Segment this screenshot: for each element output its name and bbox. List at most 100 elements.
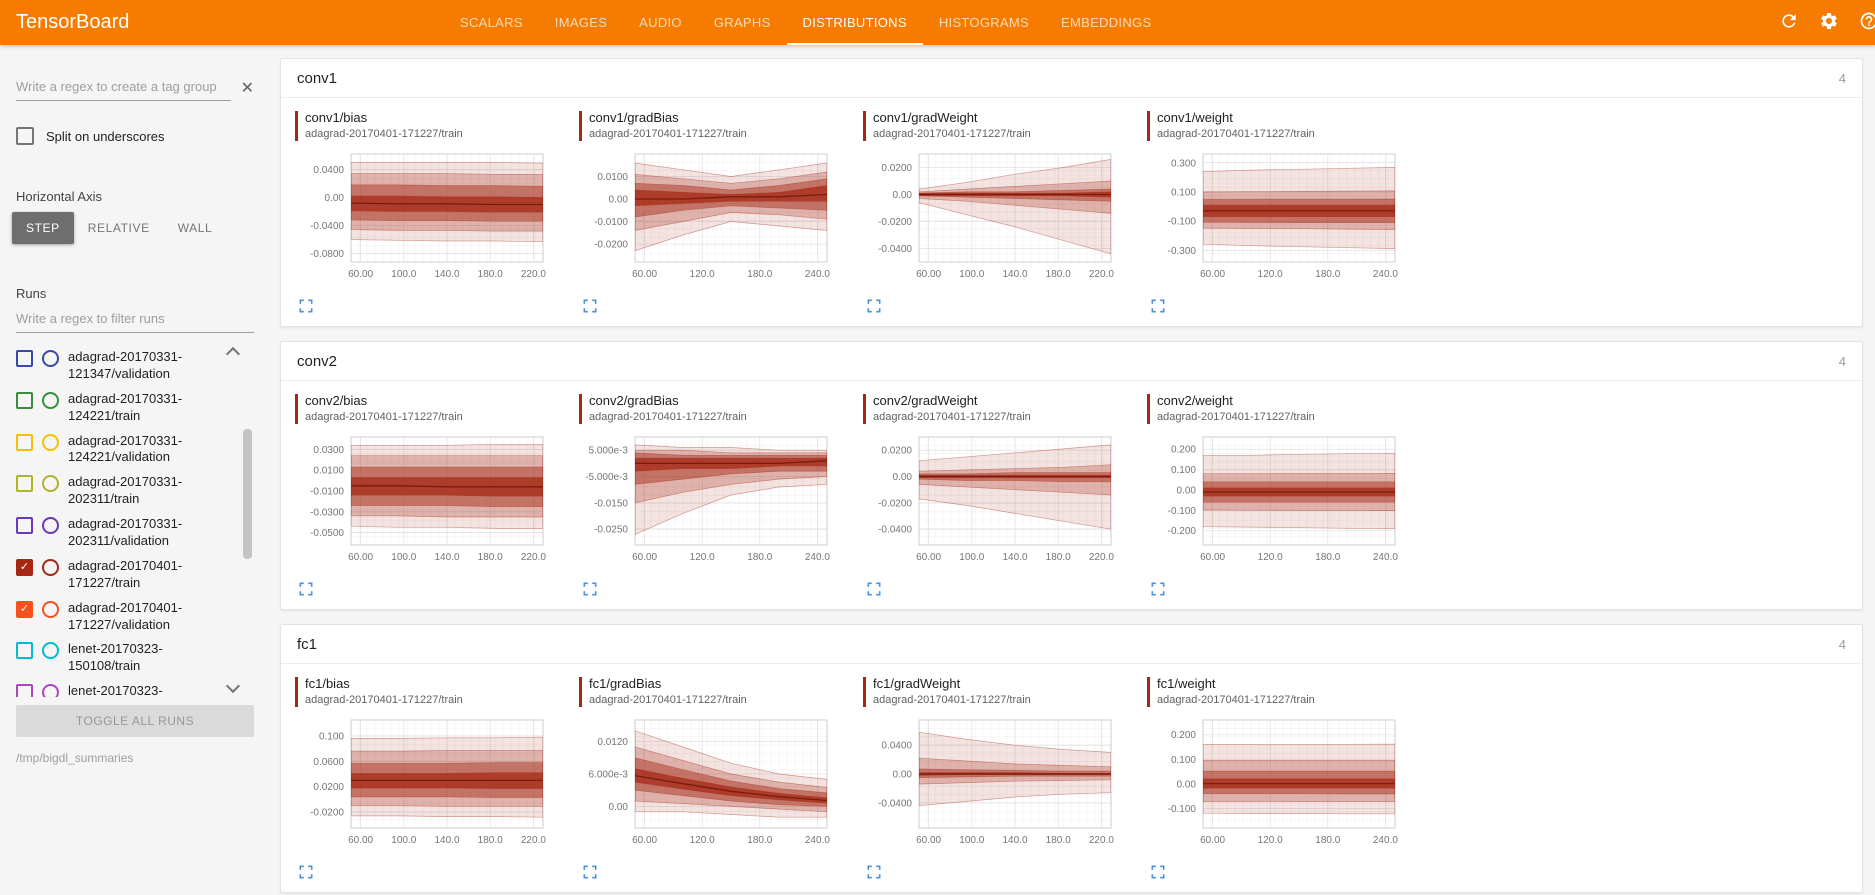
run-color-radio[interactable] <box>42 684 59 697</box>
axis-mode-relative-button[interactable]: RELATIVE <box>74 212 164 244</box>
run-checkbox[interactable] <box>16 475 33 493</box>
run-color-radio[interactable] <box>42 475 59 493</box>
run-item[interactable]: adagrad-20170331-202311/validation <box>16 512 228 554</box>
chart: conv2/bias adagrad-20170401-171227/train 6… <box>295 393 579 601</box>
run-checkbox[interactable] <box>16 642 33 660</box>
run-item[interactable]: lenet-20170323-150108/train <box>16 637 228 679</box>
checkbox-icon[interactable] <box>16 127 34 145</box>
chart-header: conv2/gradBias adagrad-20170401-171227/tr… <box>579 393 863 426</box>
run-color-radio[interactable] <box>42 642 59 660</box>
run-checkbox[interactable] <box>16 684 33 697</box>
refresh-icon <box>1779 11 1799 34</box>
tab-graphs[interactable]: GRAPHS <box>713 15 771 30</box>
run-color-radio[interactable] <box>42 350 59 367</box>
tag-filter-input[interactable] <box>16 75 231 101</box>
expand-chart-button[interactable] <box>297 580 315 601</box>
run-color-radio[interactable] <box>42 391 59 409</box>
expand-chart-button[interactable] <box>297 297 315 318</box>
svg-text:0.100: 0.100 <box>1171 465 1196 476</box>
chart-header: conv2/bias adagrad-20170401-171227/train <box>295 393 579 426</box>
expand-icon <box>583 299 597 313</box>
chart-plot[interactable]: 60.00 100.0 140.0 180.0 220.0 0.100 0.0600 0.02… <box>295 714 551 860</box>
expand-chart-button[interactable] <box>581 580 599 601</box>
expand-chart-button[interactable] <box>865 863 883 884</box>
tab-scalars[interactable]: SCALARS <box>460 15 523 30</box>
toggle-all-runs-button[interactable]: TOGGLE ALL RUNS <box>16 705 254 737</box>
tab-images[interactable]: IMAGES <box>554 15 608 30</box>
svg-text:240.0: 240.0 <box>1373 835 1398 846</box>
group-header[interactable]: fc1 4 <box>281 625 1862 664</box>
group-header[interactable]: conv1 4 <box>281 59 1862 98</box>
chart-plot[interactable]: 60.00 100.0 140.0 180.0 220.0 0.0200 0.00 -0.02… <box>863 431 1119 577</box>
run-item[interactable]: adagrad-20170331-124221/validation <box>16 429 228 471</box>
chart-run-label: adagrad-20170401-171227/train <box>1157 128 1315 141</box>
run-checkbox[interactable]: ✓ <box>16 558 33 576</box>
run-checkbox[interactable] <box>16 350 33 367</box>
scroll-up-icon[interactable] <box>225 346 241 362</box>
runs-scrollbar-thumb[interactable] <box>243 429 252 559</box>
tab-embeddings[interactable]: EMBEDDINGS <box>1061 15 1152 30</box>
chart-plot[interactable]: 60.00 120.0 180.0 240.0 5.000e-3 -5.000e-3 -0.… <box>579 431 835 577</box>
chart-title: fc1/bias <box>305 676 350 691</box>
tab-audio[interactable]: AUDIO <box>639 15 682 30</box>
svg-text:180.0: 180.0 <box>1046 269 1071 280</box>
chart-plot[interactable]: 60.00 120.0 180.0 240.0 0.0120 6.000e-3 0.00 <box>579 714 835 860</box>
tab-histograms[interactable]: HISTOGRAMS <box>938 15 1030 30</box>
run-checkbox[interactable] <box>16 433 33 451</box>
close-icon[interactable]: ✕ <box>240 80 254 97</box>
group-header[interactable]: conv2 4 <box>281 342 1862 381</box>
refresh-button[interactable] <box>1777 9 1801 36</box>
settings-button[interactable] <box>1817 9 1841 36</box>
tab-distributions[interactable]: DISTRIBUTIONS <box>787 0 923 45</box>
svg-text:-0.0400: -0.0400 <box>878 244 912 255</box>
run-checkbox[interactable] <box>16 391 33 409</box>
chart-plot[interactable]: 60.00 120.0 180.0 240.0 0.200 0.100 0.00 -0.100… <box>1147 431 1403 577</box>
expand-chart-button[interactable] <box>1149 863 1167 884</box>
group-name: conv2 <box>297 352 338 370</box>
svg-text:180.0: 180.0 <box>1046 835 1071 846</box>
expand-chart-button[interactable] <box>581 863 599 884</box>
svg-text:0.0300: 0.0300 <box>313 445 344 456</box>
run-item[interactable]: adagrad-20170331-124221/train <box>16 387 228 429</box>
split-underscores-checkbox[interactable]: Split on underscores <box>16 127 254 145</box>
chart-plot[interactable]: 60.00 100.0 140.0 180.0 220.0 0.0400 0.00 -0.04… <box>863 714 1119 860</box>
run-item[interactable]: adagrad-20170331-121347/validation <box>16 345 228 387</box>
svg-text:60.00: 60.00 <box>632 552 657 563</box>
svg-text:0.0600: 0.0600 <box>313 757 344 768</box>
expand-chart-button[interactable] <box>1149 580 1167 601</box>
run-color-radio[interactable] <box>42 600 59 618</box>
split-underscores-label: Split on underscores <box>46 128 165 144</box>
chart-plot[interactable]: 60.00 100.0 140.0 180.0 220.0 0.0200 0.00 -0.02… <box>863 148 1119 294</box>
chart-run-label: adagrad-20170401-171227/train <box>305 411 463 424</box>
svg-text:220.0: 220.0 <box>521 835 546 846</box>
chart-plot[interactable]: 60.00 100.0 140.0 180.0 220.0 0.0300 0.0100 -0.… <box>295 431 551 577</box>
axis-mode-wall-button[interactable]: WALL <box>164 212 227 244</box>
svg-text:0.0200: 0.0200 <box>881 163 912 174</box>
axis-mode-step-button[interactable]: STEP <box>12 212 74 244</box>
chart-plot[interactable]: 60.00 120.0 180.0 240.0 0.300 0.100 -0.100 -0.3… <box>1147 148 1403 294</box>
svg-text:-0.0200: -0.0200 <box>878 498 912 509</box>
run-filter-input[interactable] <box>16 307 254 333</box>
expand-chart-button[interactable] <box>1149 297 1167 318</box>
expand-chart-button[interactable] <box>581 297 599 318</box>
run-item[interactable]: ✓ adagrad-20170401-171227/train <box>16 554 228 596</box>
run-checkbox[interactable]: ✓ <box>16 600 33 618</box>
run-checkbox[interactable] <box>16 517 33 535</box>
svg-text:220.0: 220.0 <box>521 552 546 563</box>
expand-chart-button[interactable] <box>865 580 883 601</box>
chart-plot[interactable]: 60.00 120.0 180.0 240.0 0.0100 0.00 -0.0100 -0.… <box>579 148 835 294</box>
run-color-radio[interactable] <box>42 433 59 451</box>
run-item[interactable]: ✓ adagrad-20170401-171227/validation <box>16 596 228 638</box>
run-item[interactable]: adagrad-20170331-202311/train <box>16 470 228 512</box>
help-button[interactable] <box>1857 9 1875 36</box>
svg-text:0.300: 0.300 <box>1171 158 1196 169</box>
chart-plot[interactable]: 60.00 120.0 180.0 240.0 0.200 0.100 0.00 -0.100 <box>1147 714 1403 860</box>
scroll-down-icon[interactable] <box>225 678 241 694</box>
run-item[interactable]: lenet-20170323-150108/validation <box>16 679 228 697</box>
run-color-radio[interactable] <box>42 558 59 576</box>
expand-chart-button[interactable] <box>297 863 315 884</box>
svg-text:0.0200: 0.0200 <box>313 782 344 793</box>
expand-chart-button[interactable] <box>865 297 883 318</box>
chart-plot[interactable]: 60.00 100.0 140.0 180.0 220.0 0.0400 0.00 -0.04… <box>295 148 551 294</box>
run-color-radio[interactable] <box>42 517 59 535</box>
